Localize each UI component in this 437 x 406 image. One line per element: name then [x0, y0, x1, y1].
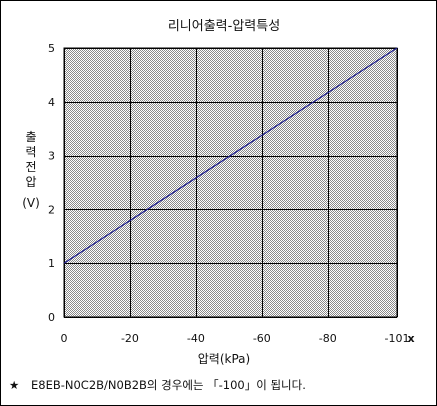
- x-tick-label: -60: [253, 332, 271, 345]
- y-axis-label-char-4: 압: [25, 175, 36, 189]
- y-tick-label: 1: [48, 257, 55, 270]
- x-axis-extra-label: x: [407, 332, 414, 345]
- y-axis-label: 출 력 전 압 (V): [22, 130, 40, 210]
- y-axis-label-unit: (V): [22, 196, 40, 210]
- x-tick-label: -20: [121, 332, 139, 345]
- x-tick-label: -101: [385, 332, 410, 345]
- y-tick-label: 2: [48, 203, 55, 216]
- y-axis-label-char-2: 력: [25, 145, 36, 159]
- plot-area: [63, 47, 398, 318]
- grid-lines: [64, 48, 398, 318]
- x-tick-label: 0: [61, 332, 68, 345]
- series-layer: [63, 47, 398, 264]
- y-axis-label-char-1: 출: [25, 130, 36, 144]
- y-tick-labels: 0 1 2 3 4 5: [48, 42, 55, 324]
- y-tick-label: 3: [48, 150, 55, 163]
- y-tick-label: 0: [48, 311, 55, 324]
- y-tick-label: 4: [48, 96, 55, 109]
- x-tick-labels: 0 -20 -40 -60 -80 -101: [61, 332, 410, 345]
- y-axis-label-char-3: 전: [25, 160, 36, 174]
- chart-title: 리니어출력-압력특성: [168, 19, 280, 34]
- x-axis-label: 압력(kPa): [198, 352, 250, 366]
- x-tick-label: -40: [187, 332, 205, 345]
- y-tick-label: 5: [48, 42, 55, 55]
- x-tick-label: -80: [319, 332, 337, 345]
- note-text: E8EB-N0C2B/N0B2B의 경우에는 「-100」이 됩니다.: [31, 378, 306, 392]
- note-marker: ★: [9, 378, 19, 392]
- series-line: [63, 47, 398, 264]
